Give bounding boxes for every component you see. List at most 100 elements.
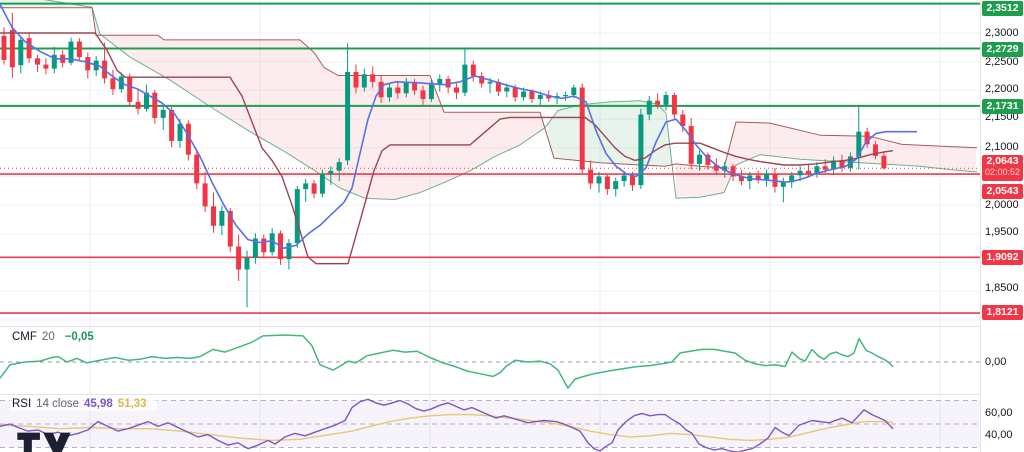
candle: [646, 100, 652, 115]
cmf-value: −0,05: [64, 331, 94, 343]
candle: [420, 90, 426, 99]
rsi-title: RSI: [12, 398, 32, 410]
cmf-param: 20: [41, 331, 55, 343]
candle: [319, 173, 325, 194]
candle: [361, 74, 367, 88]
candle: [780, 182, 786, 187]
candle: [135, 101, 141, 109]
candle: [680, 114, 686, 126]
candle: [353, 72, 359, 88]
candle: [1, 35, 7, 60]
candle: [881, 155, 887, 169]
tradingview-logo[interactable]: [10, 431, 86, 452]
candle: [395, 87, 401, 94]
candle: [596, 176, 602, 184]
axis-label: 1,8500: [985, 282, 1019, 294]
candle: [738, 176, 744, 182]
candle: [479, 76, 485, 84]
candle: [345, 72, 351, 161]
candle: [613, 181, 619, 190]
candle: [521, 91, 527, 98]
candle: [856, 131, 862, 157]
candle: [428, 84, 434, 99]
candle: [311, 183, 317, 194]
ichimoku-cloud: [676, 122, 976, 199]
axis-label: 2,1500: [985, 111, 1019, 123]
candle: [495, 81, 501, 92]
candle: [697, 154, 702, 164]
candle: [211, 206, 216, 226]
candle: [663, 95, 669, 105]
price-badge: 2,0543: [982, 183, 1023, 199]
candle: [537, 95, 543, 99]
candle: [789, 175, 795, 183]
cmf-indicator-legend[interactable]: CMF 20 −0,05: [10, 330, 104, 344]
candle: [563, 95, 568, 97]
candle: [604, 176, 610, 190]
candle: [831, 160, 837, 170]
candle: [546, 95, 552, 99]
tradingview-logo-mark: [17, 432, 71, 452]
candle: [839, 160, 845, 168]
candle: [797, 170, 803, 176]
axis-label: 2,3000: [985, 27, 1019, 39]
candle: [822, 166, 828, 170]
axis-label: 2,1000: [985, 141, 1019, 153]
candle: [51, 54, 57, 69]
senkou-b-line: [0, 7, 978, 169]
candle: [18, 39, 24, 66]
candle: [806, 170, 811, 174]
candle: [512, 87, 518, 98]
candle: [873, 144, 878, 156]
price-axis[interactable]: 2,3000 2,2500 2,2000 2,1500 2,1000 2,0000 1,95…: [980, 0, 1024, 452]
price-badge: 2,3512: [982, 0, 1023, 16]
candle: [35, 58, 40, 65]
candle: [387, 87, 392, 98]
candle: [43, 64, 49, 69]
candle: [755, 175, 761, 180]
candle: [194, 154, 200, 184]
candle: [571, 87, 577, 95]
candle: [76, 41, 82, 58]
countdown-timer: 02:00:52: [984, 167, 1021, 177]
candle: [26, 38, 32, 59]
ichimoku-cloud: [104, 35, 544, 200]
axis-label: 0,00: [985, 356, 1007, 368]
candle: [152, 92, 158, 118]
cmf-title: CMF: [12, 331, 37, 343]
candle: [286, 243, 292, 260]
candle: [847, 156, 853, 168]
candle: [454, 87, 459, 93]
candle: [630, 175, 635, 186]
candle: [412, 81, 418, 91]
candle: [504, 87, 510, 92]
axis-label: 1,9500: [985, 226, 1019, 238]
axis-label: 2,0000: [985, 199, 1019, 211]
rsi-ma-value: 51,33: [117, 398, 147, 410]
candle: [462, 64, 468, 93]
candle: [127, 76, 133, 102]
rsi-value: 45,98: [84, 398, 113, 410]
candle: [85, 57, 91, 71]
senkou-a-line: [43, 0, 978, 200]
candle: [9, 30, 15, 68]
rsi-indicator-legend[interactable]: RSI 14 close 45,98 51,33: [10, 397, 157, 411]
candle: [177, 123, 183, 141]
candle: [470, 64, 476, 77]
candle: [621, 175, 627, 182]
candle: [328, 170, 334, 174]
candle: [303, 183, 309, 190]
candle: [370, 74, 376, 82]
price-badge: 2,0643 02:00:52: [982, 155, 1023, 181]
price-badge: 2,2729: [982, 41, 1023, 57]
candle: [185, 123, 191, 155]
candle: [864, 131, 870, 145]
candle: [705, 154, 711, 165]
candle: [688, 126, 694, 164]
candle: [730, 166, 736, 177]
candle: [160, 109, 166, 118]
candle: [814, 166, 820, 174]
axis-label: 2,2000: [985, 83, 1019, 95]
